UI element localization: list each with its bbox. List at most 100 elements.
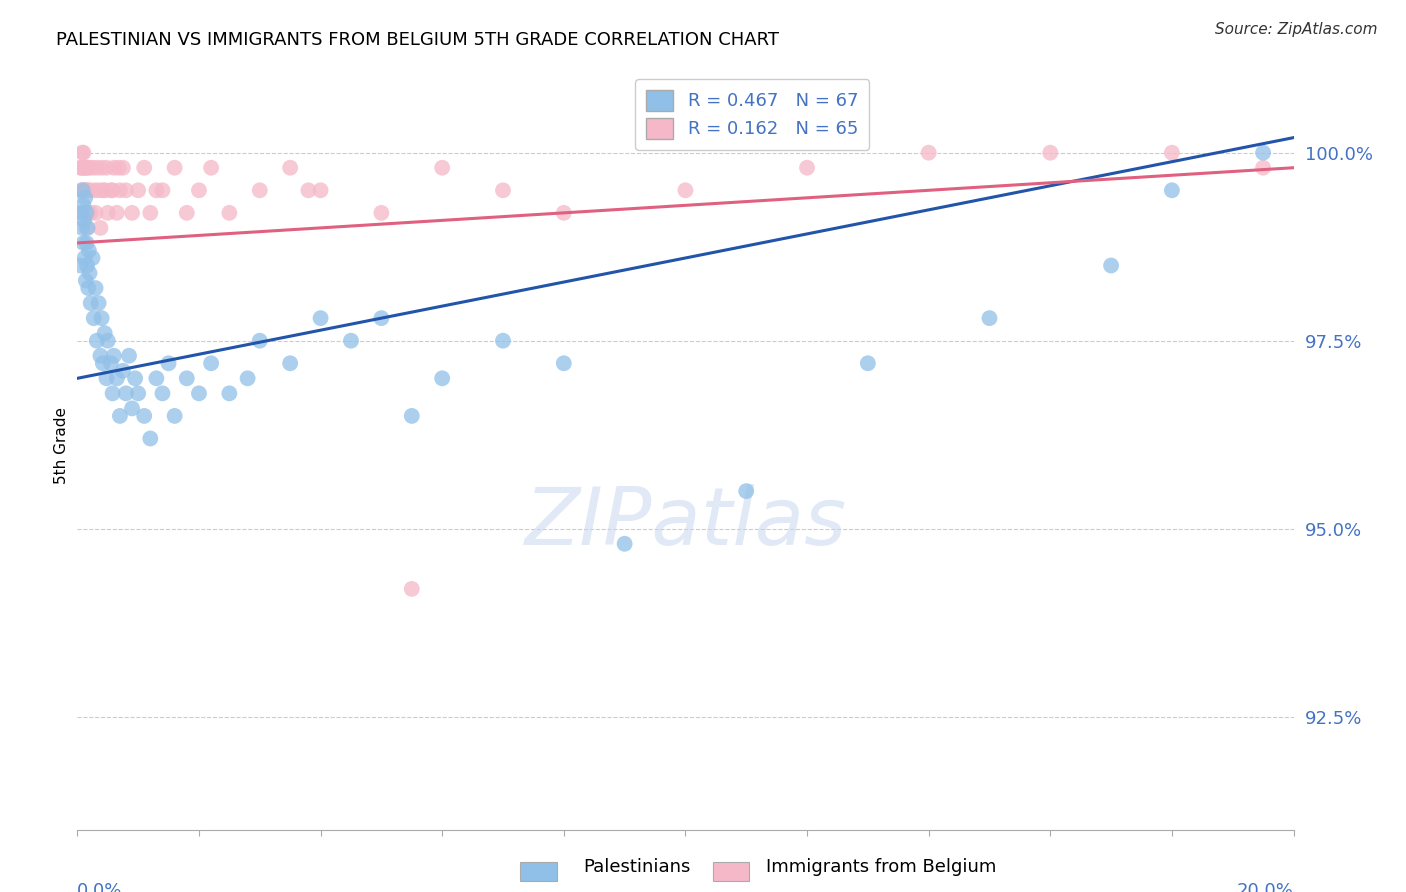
Point — [73, 251, 96, 265]
Point — [77, 244, 100, 258]
Point — [100, 356, 122, 370]
Text: Immigrants from Belgium: Immigrants from Belgium — [766, 858, 997, 876]
Point — [91, 183, 114, 197]
Point — [108, 409, 131, 423]
Point — [127, 183, 149, 197]
Point — [105, 371, 128, 385]
Point — [89, 349, 111, 363]
Point — [236, 371, 259, 385]
Point — [72, 183, 94, 197]
Point — [553, 206, 575, 220]
Point — [87, 183, 110, 197]
Point — [370, 206, 392, 220]
Point — [101, 183, 124, 197]
Point — [93, 326, 115, 341]
Point — [249, 334, 271, 348]
Point — [613, 537, 636, 551]
Y-axis label: 5th Grade: 5th Grade — [53, 408, 69, 484]
Point — [200, 356, 222, 370]
Point — [76, 161, 98, 175]
Point — [77, 206, 100, 220]
Point — [101, 386, 124, 401]
Point — [70, 183, 93, 197]
Point — [1099, 259, 1122, 273]
Point — [145, 183, 167, 197]
Point — [134, 409, 156, 423]
Point — [76, 183, 98, 197]
Point — [70, 161, 93, 175]
Point — [72, 145, 94, 160]
Text: Source: ZipAtlas.com: Source: ZipAtlas.com — [1215, 22, 1378, 37]
Point — [77, 161, 100, 175]
Point — [124, 371, 146, 385]
Point — [70, 206, 93, 220]
Point — [96, 371, 118, 385]
Point — [87, 296, 110, 310]
Text: 0.0%: 0.0% — [77, 882, 122, 892]
Point — [492, 334, 515, 348]
Point — [163, 409, 186, 423]
Point — [176, 371, 198, 385]
Point — [82, 251, 104, 265]
Point — [76, 259, 98, 273]
Point — [70, 220, 93, 235]
Point — [84, 206, 107, 220]
Point — [121, 206, 143, 220]
Point — [134, 161, 156, 175]
Point — [401, 409, 423, 423]
Point — [1039, 145, 1062, 160]
Point — [103, 349, 125, 363]
Point — [70, 206, 93, 220]
Point — [75, 206, 97, 220]
Point — [90, 311, 112, 326]
Text: PALESTINIAN VS IMMIGRANTS FROM BELGIUM 5TH GRADE CORRELATION CHART: PALESTINIAN VS IMMIGRANTS FROM BELGIUM 5… — [56, 31, 779, 49]
Point — [86, 334, 108, 348]
Point — [188, 386, 211, 401]
Point — [145, 371, 167, 385]
Legend: R = 0.467   N = 67, R = 0.162   N = 65: R = 0.467 N = 67, R = 0.162 N = 65 — [636, 79, 869, 150]
Point — [73, 213, 96, 227]
Point — [309, 183, 332, 197]
Point — [430, 161, 453, 175]
Point — [735, 484, 758, 499]
Point — [75, 274, 97, 288]
Point — [83, 183, 105, 197]
Point — [70, 145, 93, 160]
Point — [1251, 145, 1274, 160]
Point — [107, 161, 129, 175]
Point — [91, 356, 114, 370]
Point — [75, 191, 97, 205]
Point — [218, 206, 240, 220]
Point — [97, 334, 120, 348]
Point — [79, 183, 101, 197]
Point — [77, 281, 100, 295]
Point — [75, 206, 97, 220]
Point — [111, 161, 134, 175]
Point — [84, 281, 107, 295]
Point — [108, 183, 131, 197]
Point — [553, 356, 575, 370]
Point — [69, 161, 91, 175]
Point — [675, 183, 697, 197]
Point — [100, 183, 122, 197]
Point — [76, 220, 98, 235]
Point — [69, 259, 91, 273]
Point — [796, 161, 818, 175]
Point — [80, 296, 103, 310]
Point — [75, 161, 97, 175]
Point — [139, 432, 162, 446]
Point — [297, 183, 319, 197]
Point — [152, 386, 174, 401]
Point — [176, 206, 198, 220]
Point — [79, 266, 101, 280]
Point — [80, 206, 103, 220]
Point — [492, 183, 515, 197]
Text: Palestinians: Palestinians — [583, 858, 690, 876]
Point — [118, 349, 141, 363]
Text: 20.0%: 20.0% — [1237, 882, 1294, 892]
Point — [157, 356, 180, 370]
Point — [75, 220, 97, 235]
Point — [188, 183, 211, 197]
Point — [83, 311, 105, 326]
Point — [72, 235, 94, 250]
